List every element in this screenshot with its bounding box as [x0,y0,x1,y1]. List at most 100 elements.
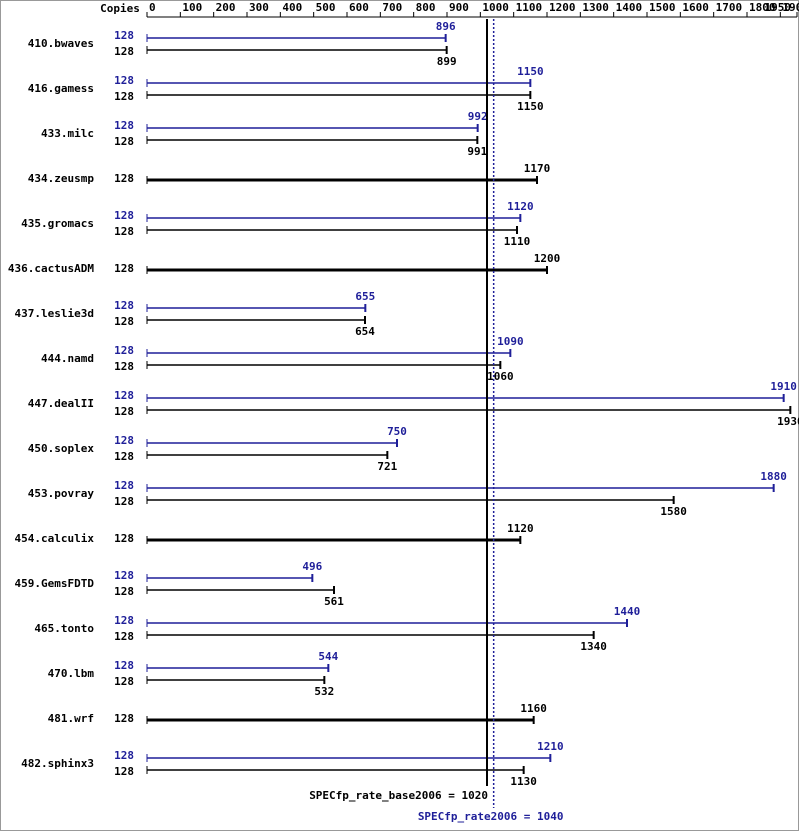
x-tick-label: 300 [249,1,269,14]
value-label: 532 [314,685,334,698]
copies-label: 128 [114,315,134,328]
x-tick-label: 1600 [682,1,709,14]
value-label: 1340 [580,640,607,653]
benchmark-label: 416.gamess [28,82,94,95]
reference-label: SPECfp_rate_base2006 = 1020 [309,789,488,802]
copies-label: 128 [114,495,134,508]
copies-label: 128 [114,344,134,357]
x-tick-label: 1700 [716,1,743,14]
benchmark-label: 433.milc [41,127,94,140]
copies-label: 128 [114,45,134,58]
copies-header: Copies [100,2,140,15]
value-label: 1930 [777,415,799,428]
value-label: 1160 [520,702,547,715]
x-tick-label: 1100 [516,1,543,14]
x-tick-label: 600 [349,1,369,14]
value-label: 496 [302,560,322,573]
value-label: 1210 [537,740,564,753]
copies-label: 128 [114,90,134,103]
value-label: 1440 [614,605,641,618]
value-label: 655 [355,290,375,303]
copies-label: 128 [114,434,134,447]
copies-label: 128 [114,360,134,373]
copies-label: 128 [114,614,134,627]
benchmark-label: 481.wrf [48,712,94,725]
value-label: 1150 [517,100,544,113]
benchmark-label: 453.povray [28,487,95,500]
benchmark-label: 410.bwaves [28,37,94,50]
value-label: 896 [436,20,456,33]
copies-label: 128 [114,630,134,643]
benchmark-label: 435.gromacs [21,217,94,230]
copies-label: 128 [114,299,134,312]
value-label: 561 [324,595,344,608]
x-tick-label: 1900 [782,1,799,14]
copies-label: 128 [114,119,134,132]
x-tick-label: 200 [216,1,236,14]
value-label: 991 [467,145,487,158]
benchmark-label: 437.leslie3d [15,307,94,320]
benchmark-label: 470.lbm [48,667,95,680]
benchmark-label: 447.dealII [28,397,94,410]
benchmark-label: 436.cactusADM [8,262,94,275]
value-label: 750 [387,425,407,438]
copies-label: 128 [114,569,134,582]
value-label: 1580 [660,505,687,518]
x-tick-label: 1300 [582,1,609,14]
copies-label: 128 [114,389,134,402]
value-label: 1060 [487,370,514,383]
value-label: 1120 [507,200,534,213]
copies-label: 128 [114,675,134,688]
x-tick-label: 1400 [616,1,643,14]
x-tick-label: 800 [416,1,436,14]
value-label: 899 [437,55,457,68]
value-label: 654 [355,325,375,338]
copies-label: 128 [114,479,134,492]
x-tick-label: 1000 [482,1,509,14]
x-tick-label: 100 [182,1,202,14]
benchmark-label: 450.soplex [28,442,95,455]
value-label: 1200 [534,252,561,265]
value-label: 992 [468,110,488,123]
copies-label: 128 [114,450,134,463]
value-label: 1120 [507,522,534,535]
copies-label: 128 [114,262,134,275]
value-label: 1110 [504,235,531,248]
x-tick-label: 1200 [549,1,576,14]
value-label: 1170 [524,162,551,175]
value-label: 544 [318,650,338,663]
value-label: 1910 [770,380,797,393]
reference-label: SPECfp_rate2006 = 1040 [418,810,564,823]
x-tick-label: 1800 [749,1,776,14]
copies-label: 128 [114,532,134,545]
x-tick-label: 500 [316,1,336,14]
copies-label: 128 [114,209,134,222]
copies-label: 128 [114,749,134,762]
x-tick-label: 400 [282,1,302,14]
benchmark-label: 434.zeusmp [28,172,95,185]
benchmark-label: 482.sphinx3 [21,757,94,770]
copies-label: 128 [114,585,134,598]
x-tick-label: 1500 [649,1,676,14]
value-label: 1880 [760,470,787,483]
value-label: 1130 [510,775,537,788]
copies-label: 128 [114,712,134,725]
x-tick-label: 1950 [765,1,792,14]
x-tick-label: 900 [449,1,469,14]
benchmark-label: 444.namd [41,352,94,365]
value-label: 721 [377,460,397,473]
benchmark-label: 459.GemsFDTD [15,577,95,590]
benchmark-label: 465.tonto [34,622,94,635]
copies-label: 128 [114,659,134,672]
benchmark-label: 454.calculix [15,532,95,545]
copies-label: 128 [114,225,134,238]
value-label: 1090 [497,335,524,348]
copies-label: 128 [114,29,134,42]
copies-label: 128 [114,405,134,418]
x-tick-label: 700 [382,1,402,14]
x-tick-label: 0 [149,1,156,14]
copies-label: 128 [114,765,134,778]
copies-label: 128 [114,74,134,87]
